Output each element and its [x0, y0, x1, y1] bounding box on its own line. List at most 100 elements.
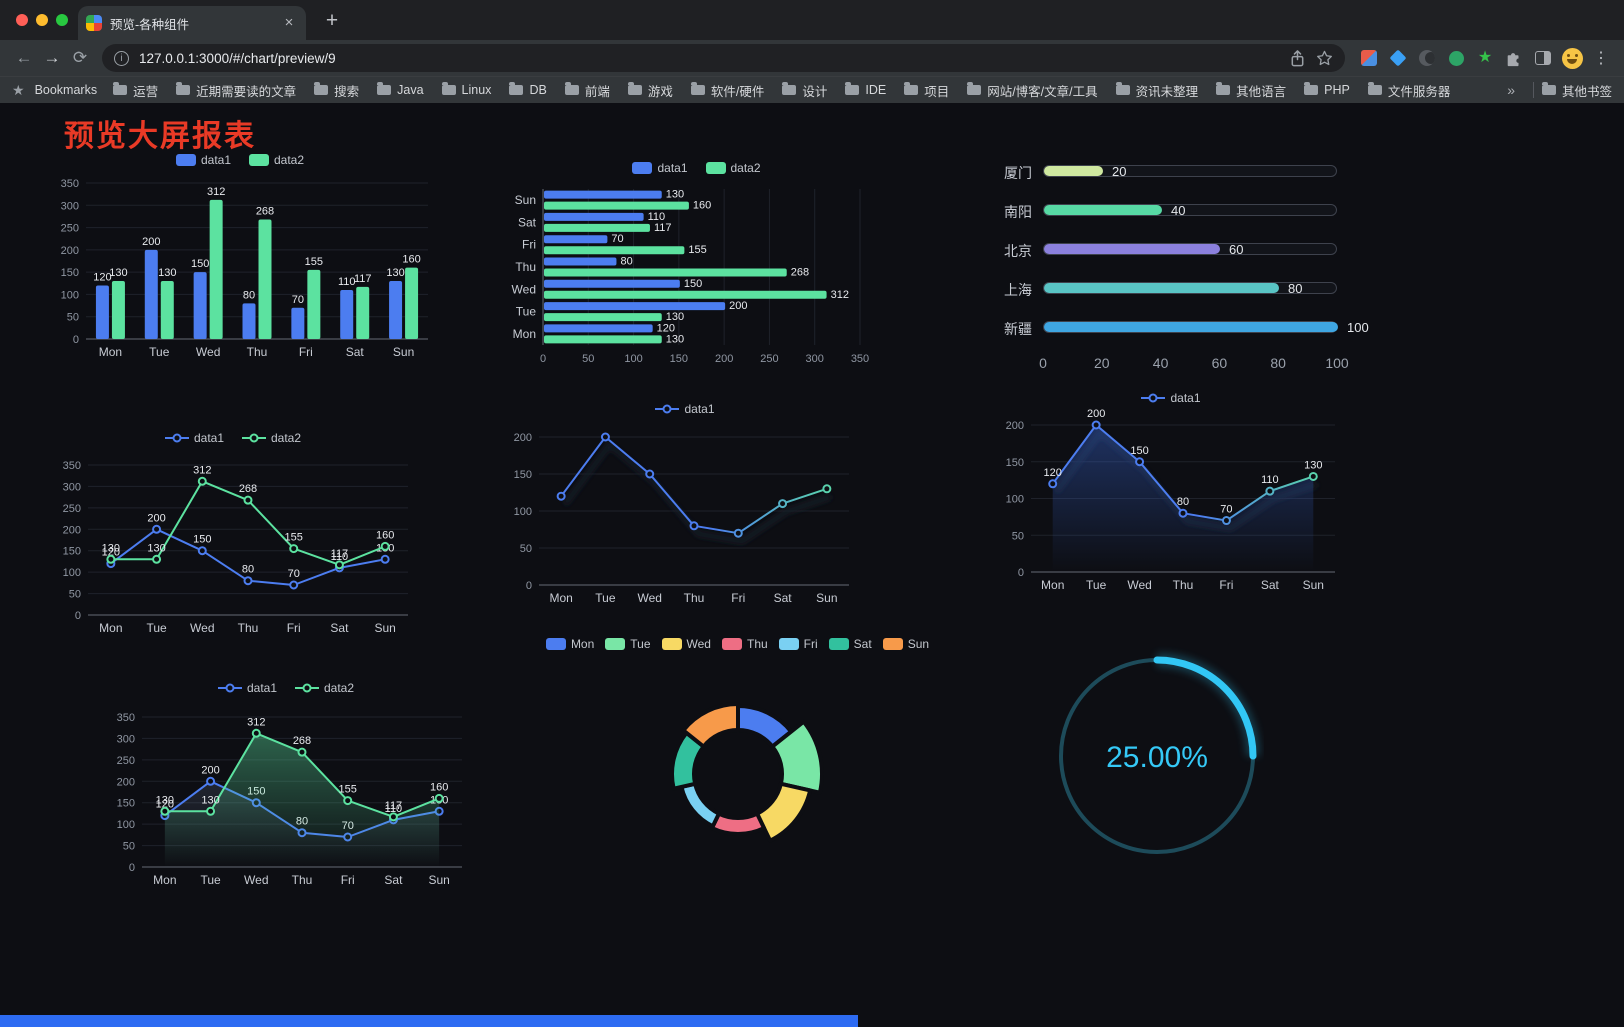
site-info-icon[interactable]: i: [114, 50, 129, 66]
chart-line-two-series[interactable]: data1 data2 0 50 100 150 200 250 300 350 Mon Tue Wed…: [46, 425, 420, 641]
svg-text:200: 200: [729, 300, 747, 312]
extension-icon-dark-moon[interactable]: [1414, 45, 1440, 71]
folder-icon: [113, 82, 128, 95]
bookmark-item[interactable]: 网站/博客/文章/工具: [967, 81, 1098, 100]
progress-row-北京: 北京 60: [996, 239, 1381, 261]
legend-item-Sat[interactable]: Sat: [828, 637, 872, 651]
bookmark-item[interactable]: Java: [377, 82, 424, 97]
svg-text:120: 120: [1044, 467, 1062, 479]
legend-item-data1[interactable]: data1: [632, 161, 688, 175]
bookmark-item[interactable]: 游戏: [627, 81, 673, 100]
svg-text:200: 200: [715, 353, 733, 365]
url-text[interactable]: 127.0.0.1:3000/#/chart/preview/9: [139, 50, 336, 66]
legend-item-Thu[interactable]: Thu: [721, 637, 768, 651]
legend-label: Fri: [803, 637, 818, 651]
bookmark-item[interactable]: 运营: [113, 81, 158, 100]
svg-text:70: 70: [288, 568, 300, 580]
legend-swatch: [778, 638, 799, 650]
legend-item-data1[interactable]: data1: [1141, 391, 1201, 405]
chart-grouped-bar[interactable]: data1 data2 0 50 100 150 200 250 300 350 Mon Tue Wed…: [40, 149, 440, 367]
legend-item-data2[interactable]: data2: [249, 153, 304, 167]
other-bookmarks[interactable]: 其他书签: [1541, 81, 1612, 100]
chart-area-two-series[interactable]: data1 data2 0 50 100 150 200 250 300 350 Mon Tue Wed…: [98, 675, 474, 893]
svg-text:0: 0: [73, 334, 79, 346]
profile-avatar[interactable]: [1559, 45, 1585, 71]
folder-icon: [1367, 82, 1382, 95]
legend-swatch: [175, 154, 196, 166]
extension-icon-green-circle[interactable]: [1443, 45, 1469, 71]
legend-item-data2[interactable]: data2: [295, 681, 354, 695]
legend-item-Sun[interactable]: Sun: [882, 637, 929, 651]
svg-text:130: 130: [156, 794, 174, 806]
zoom-button[interactable]: [56, 14, 68, 26]
progress-track: [1043, 282, 1337, 294]
folder-icon: [1541, 82, 1556, 95]
svg-text:100: 100: [1006, 494, 1024, 506]
bookmark-item[interactable]: IDE: [845, 82, 886, 97]
bookmark-item[interactable]: 项目: [904, 81, 949, 100]
bookmark-item[interactable]: 设计: [782, 81, 827, 100]
legend-item-Wed[interactable]: Wed: [661, 637, 711, 651]
bookmarks-overflow-chevron[interactable]: »: [1507, 82, 1515, 98]
legend-item-Tue[interactable]: Tue: [605, 637, 651, 651]
legend-item-data1[interactable]: data1: [217, 681, 277, 695]
bookmark-item[interactable]: 文件服务器: [1367, 81, 1450, 100]
tab-close-icon[interactable]: ×: [284, 14, 294, 31]
svg-text:268: 268: [293, 735, 311, 747]
legend-label: data1: [657, 161, 688, 175]
extensions-puzzle-icon[interactable]: [1501, 45, 1527, 71]
extension-icon-green-star[interactable]: ★: [1477, 49, 1493, 66]
svg-text:50: 50: [582, 353, 594, 365]
browser-tab[interactable]: 预览-各种组件 ×: [78, 6, 306, 40]
extension-icon-blue-gem[interactable]: [1385, 45, 1411, 71]
extension-icon-colorful[interactable]: [1356, 45, 1382, 71]
legend-item-data2[interactable]: data2: [242, 431, 301, 445]
folder-icon: [509, 82, 524, 95]
share-icon[interactable]: [1289, 49, 1306, 68]
legend-item-data1[interactable]: data1: [164, 431, 224, 445]
chart-legend: data1: [993, 391, 1349, 405]
new-tab-button[interactable]: +: [325, 9, 339, 32]
menu-icon[interactable]: ⋮: [1593, 50, 1609, 67]
address-bar[interactable]: i 127.0.0.1:3000/#/chart/preview/9: [102, 44, 1345, 72]
svg-text:Tue: Tue: [149, 345, 170, 359]
svg-text:350: 350: [117, 712, 135, 724]
legend-item-data1[interactable]: data1: [655, 402, 715, 416]
svg-text:130: 130: [158, 267, 176, 279]
legend-item-Fri[interactable]: Fri: [778, 637, 818, 651]
bookmark-item[interactable]: 其他语言: [1216, 81, 1286, 100]
chart-horizontal-bar[interactable]: data1 data2 0 50 100 150 200 250 300 350 Sun 130 160…: [503, 155, 890, 375]
svg-text:312: 312: [247, 716, 265, 728]
folder-icon: [904, 82, 919, 95]
bookmarks-star-icon[interactable]: ★: [12, 81, 25, 98]
chart-city-progress[interactable]: 厦门 20 南阳 40 北京 60 上海 80 新疆 100 0 20 40 60 80 100: [996, 159, 1381, 389]
bookmark-item[interactable]: 软件/硬件: [690, 81, 764, 100]
chart-line-area-single[interactable]: data1 0 50 100 150 200 Mon Tue Wed Thu Fri Sat Sun 12…: [993, 389, 1349, 603]
close-button[interactable]: [16, 14, 28, 26]
folder-icon: [627, 82, 642, 95]
bookmark-item[interactable]: 资讯未整理: [1115, 81, 1198, 100]
svg-text:268: 268: [791, 267, 809, 279]
legend-item-data1[interactable]: data1: [175, 153, 231, 167]
bookmark-item[interactable]: 前端: [564, 81, 610, 100]
reload-icon[interactable]: ⟳: [72, 48, 88, 67]
back-icon[interactable]: ←: [15, 48, 33, 67]
bookmark-item[interactable]: 搜索: [314, 81, 359, 100]
chart-gauge-progress[interactable]: 25.00%: [1050, 646, 1264, 866]
svg-text:312: 312: [193, 464, 211, 476]
bookmark-item[interactable]: DB: [509, 82, 547, 97]
chart-line-gradient[interactable]: data1 0 50 100 150 200 Mon Tue Wed Thu Fri Sat Sun: [503, 398, 867, 616]
legend-item-data2[interactable]: data2: [705, 161, 761, 175]
bookmark-item[interactable]: 近期需要读的文章: [176, 81, 296, 100]
svg-text:50: 50: [67, 312, 79, 324]
chart-rose-pie[interactable]: Mon Tue Wed Thu Fri Sat Sun: [540, 635, 935, 980]
forward-icon[interactable]: →: [43, 48, 61, 67]
bookmark-item[interactable]: Linux: [441, 82, 491, 97]
axis-tick-label: 40: [1152, 355, 1169, 371]
sidebar-split-icon[interactable]: [1530, 45, 1556, 71]
bookmark-item[interactable]: PHP: [1304, 82, 1350, 97]
legend-item-Mon[interactable]: Mon: [545, 637, 594, 651]
bookmark-star-icon[interactable]: [1316, 50, 1333, 67]
minimize-button[interactable]: [36, 14, 48, 26]
bookmarks-label[interactable]: Bookmarks: [34, 83, 98, 97]
